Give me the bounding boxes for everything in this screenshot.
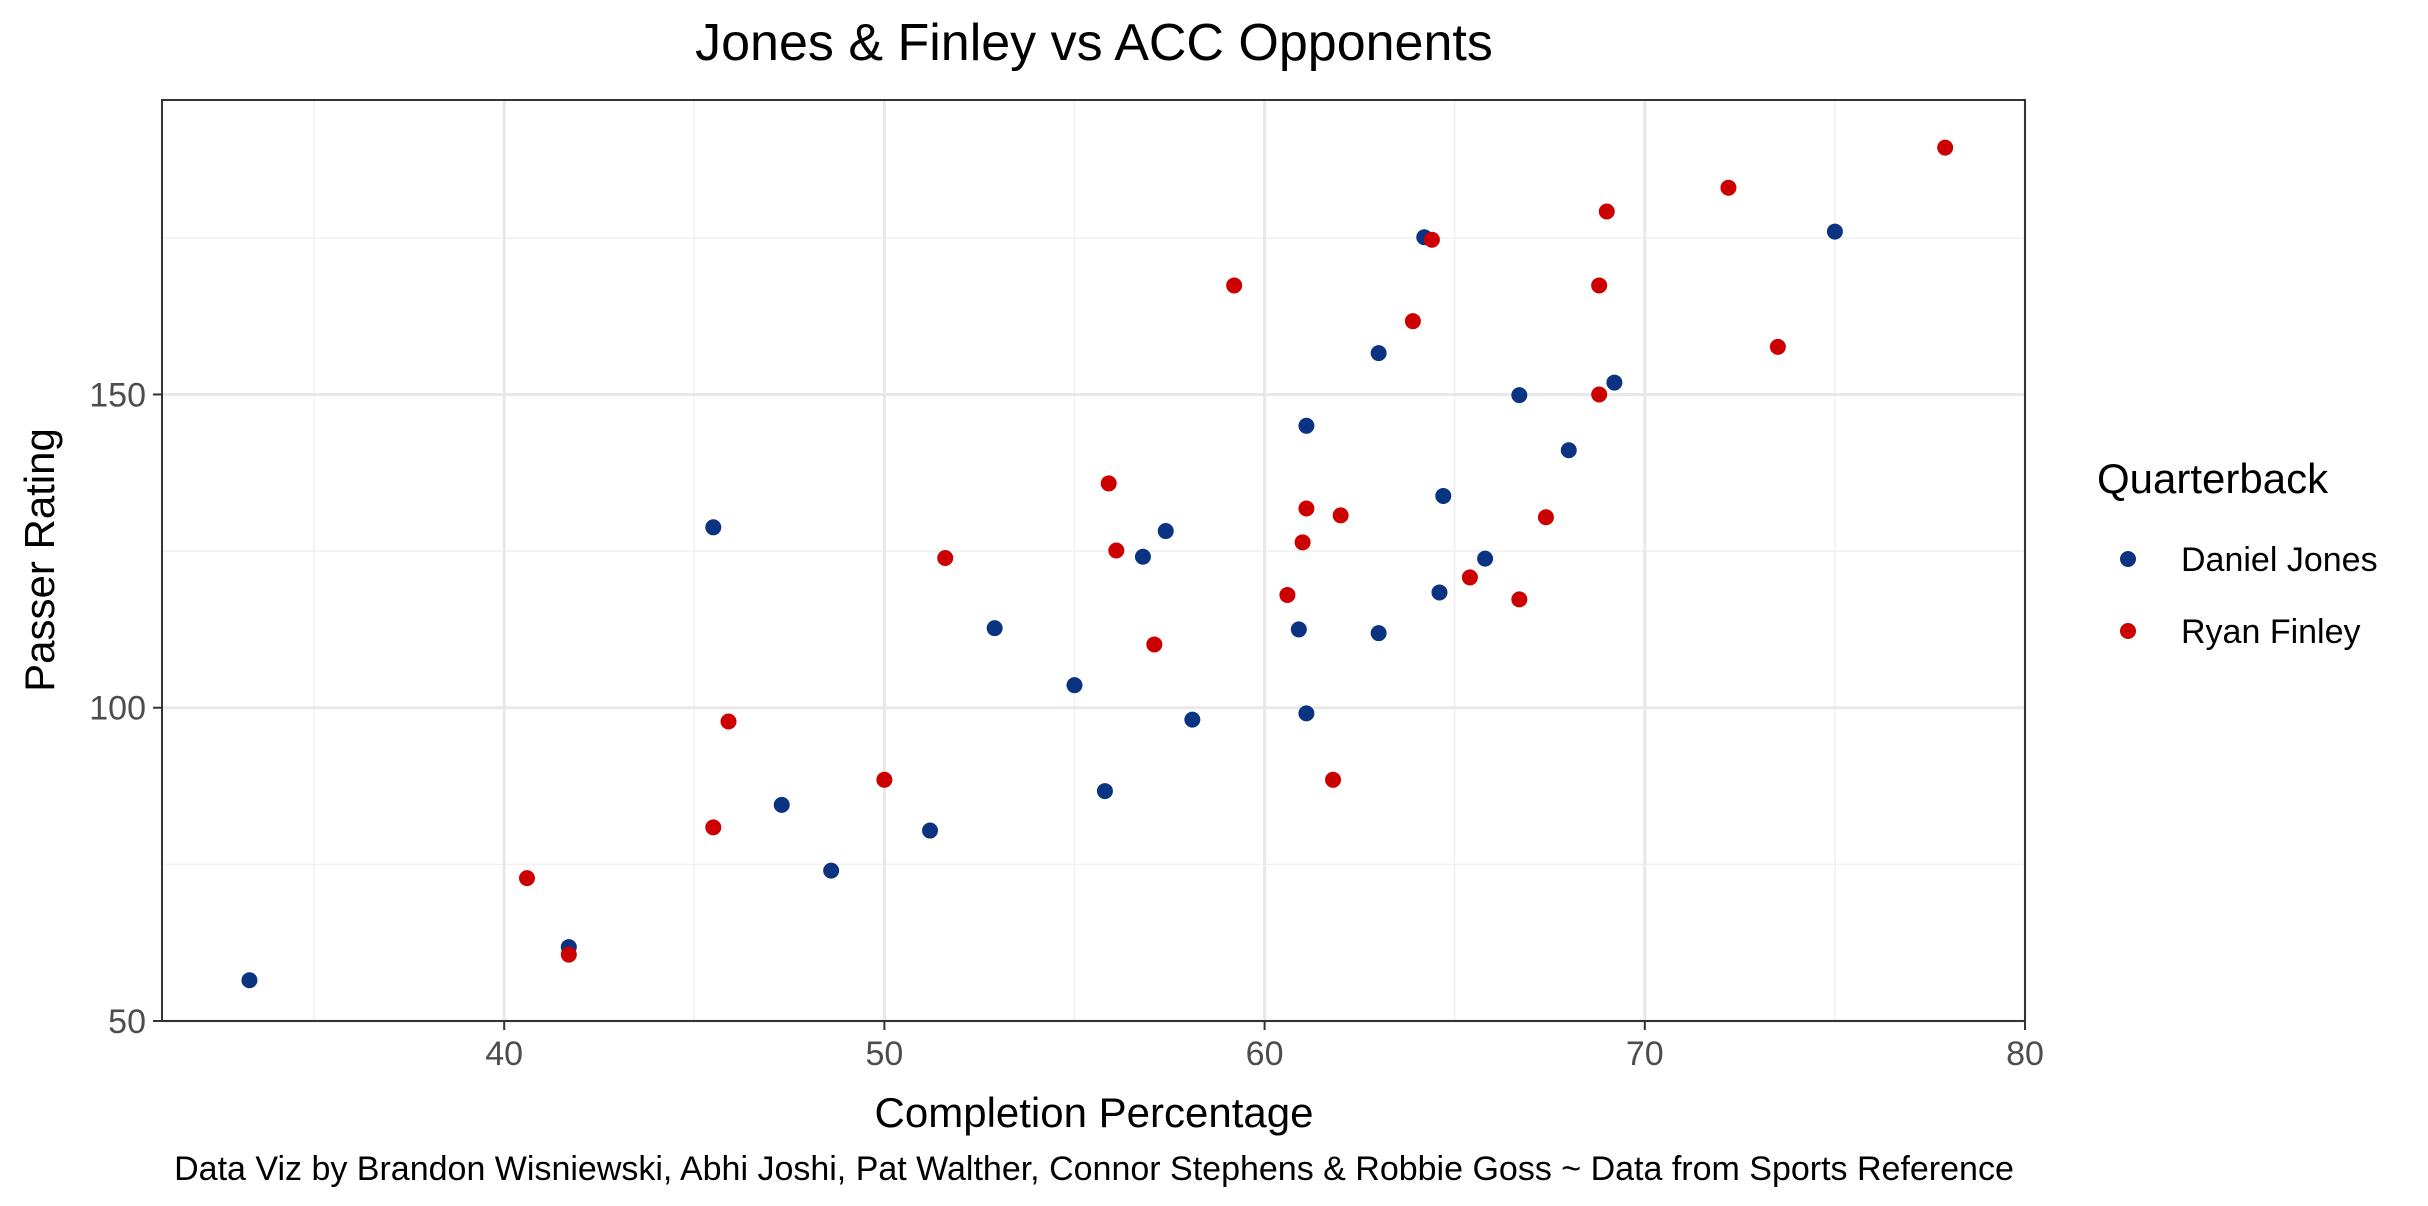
data-point-daniel-jones (1431, 584, 1448, 601)
data-point-daniel-jones (1298, 417, 1315, 434)
data-point-ryan-finley (1332, 507, 1349, 524)
data-point-daniel-jones (1560, 442, 1577, 459)
data-point-ryan-finley (1100, 475, 1117, 492)
data-point-daniel-jones (1096, 783, 1113, 800)
data-point-ryan-finley (1279, 586, 1296, 603)
data-point-ryan-finley (1591, 386, 1608, 403)
data-point-daniel-jones (705, 519, 722, 536)
data-point-ryan-finley (876, 771, 893, 788)
data-point-ryan-finley (1325, 771, 1342, 788)
x-tick-label: 70 (1626, 1035, 1664, 1073)
data-point-daniel-jones (241, 972, 258, 989)
data-point-daniel-jones (1184, 711, 1201, 728)
data-point-daniel-jones (773, 796, 790, 813)
legend-marker-daniel-jones (2120, 551, 2136, 567)
data-point-daniel-jones (922, 822, 939, 839)
data-point-daniel-jones (1134, 548, 1151, 565)
x-axis-title: Completion Percentage (875, 1089, 1314, 1136)
chart-title: Jones & Finley vs ACC Opponents (695, 14, 1493, 72)
legend-marker-ryan-finley (2120, 623, 2136, 639)
legend-title: Quarterback (2097, 455, 2329, 502)
data-point-ryan-finley (1720, 179, 1737, 196)
data-point-daniel-jones (1435, 487, 1452, 504)
data-point-daniel-jones (1066, 677, 1083, 694)
data-point-ryan-finley (1537, 509, 1554, 526)
data-point-ryan-finley (1937, 139, 1954, 156)
y-tick-label: 100 (89, 690, 146, 728)
data-point-daniel-jones (1370, 345, 1387, 362)
data-point-daniel-jones (1477, 550, 1494, 567)
x-axis-ticks: 40 50 60 70 80 (485, 1021, 2044, 1073)
data-point-ryan-finley (518, 870, 535, 887)
legend-label-ryan-finley: Ryan Finley (2181, 613, 2361, 651)
x-tick-label: 80 (2006, 1035, 2044, 1073)
legend-label-daniel-jones: Daniel Jones (2181, 541, 2378, 579)
data-point-ryan-finley (937, 549, 954, 566)
y-tick-label: 150 (89, 376, 146, 414)
y-axis-title: Passer Rating (16, 428, 63, 692)
legend: Quarterback Daniel Jones Ryan Finley (2097, 455, 2378, 651)
x-tick-label: 50 (865, 1035, 903, 1073)
data-point-ryan-finley (1294, 534, 1311, 551)
x-tick-label: 40 (485, 1035, 523, 1073)
data-point-ryan-finley (1298, 500, 1315, 517)
y-axis-ticks: 50 100 150 (89, 376, 162, 1041)
grid-minor-lines (162, 100, 2025, 1021)
data-point-ryan-finley (1769, 338, 1786, 355)
data-point-ryan-finley (1404, 313, 1421, 330)
data-point-ryan-finley (1591, 277, 1608, 294)
data-point-daniel-jones (986, 620, 1003, 637)
data-point-daniel-jones (1298, 705, 1315, 722)
data-point-daniel-jones (1290, 621, 1307, 638)
data-point-daniel-jones (1511, 387, 1528, 404)
data-point-ryan-finley (1461, 569, 1478, 586)
data-point-ryan-finley (705, 819, 722, 836)
data-point-daniel-jones (1370, 625, 1387, 642)
data-point-ryan-finley (1511, 591, 1528, 608)
data-point-ryan-finley (1108, 542, 1125, 559)
data-point-ryan-finley (720, 713, 737, 730)
data-point-ryan-finley (1598, 203, 1615, 220)
data-point-ryan-finley (560, 946, 577, 963)
data-point-daniel-jones (1606, 374, 1623, 391)
data-point-daniel-jones (1826, 223, 1843, 240)
data-point-ryan-finley (1423, 231, 1440, 248)
data-point-daniel-jones (1157, 523, 1174, 540)
data-point-ryan-finley (1226, 277, 1243, 294)
data-point-ryan-finley (1146, 636, 1163, 653)
data-points (241, 139, 1954, 989)
chart-caption: Data Viz by Brandon Wisniewski, Abhi Jos… (174, 1150, 2014, 1188)
x-tick-label: 60 (1246, 1035, 1284, 1073)
data-point-daniel-jones (823, 862, 840, 879)
plot-panel-border (161, 99, 2026, 1022)
y-tick-label: 50 (108, 1003, 146, 1041)
